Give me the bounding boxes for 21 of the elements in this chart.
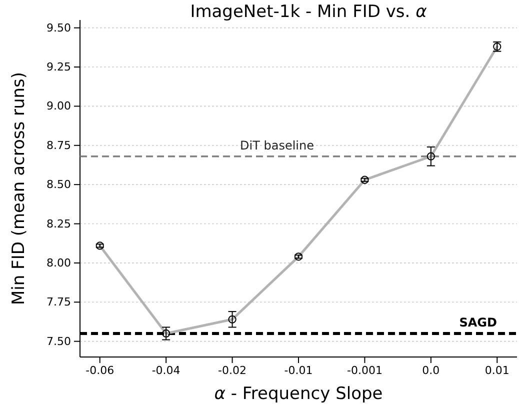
x-tick-label: -0.04 xyxy=(152,364,180,377)
chart-title: ImageNet-1k - Min FID vs. α xyxy=(190,2,427,22)
y-tick-label: 8.50 xyxy=(46,178,71,192)
ref-line-label: SAGD xyxy=(459,315,498,330)
ref-line-label: DiT baseline xyxy=(240,138,314,152)
x-tick-label: -0.06 xyxy=(86,364,114,377)
y-tick-label: 8.75 xyxy=(46,138,71,152)
x-tick-label: 0.0 xyxy=(422,364,440,377)
x-tick-label: -0.02 xyxy=(218,364,247,377)
y-axis-title: Min FID (mean across runs) xyxy=(9,72,29,306)
x-axis-title: α - Frequency Slope xyxy=(214,384,383,404)
y-tick-label: 9.50 xyxy=(46,21,71,34)
x-tick-label: -0.01 xyxy=(284,364,313,377)
y-tick-label: 9.25 xyxy=(46,60,71,74)
x-tick-label: -0.001 xyxy=(346,364,382,377)
y-tick-label: 7.75 xyxy=(46,296,71,309)
x-tick-label: 0.01 xyxy=(484,364,510,377)
y-tick-label: 8.00 xyxy=(46,256,71,270)
y-tick-label: 8.25 xyxy=(46,217,71,230)
y-tick-label: 9.00 xyxy=(46,100,71,113)
y-tick-label: 7.50 xyxy=(46,334,71,348)
